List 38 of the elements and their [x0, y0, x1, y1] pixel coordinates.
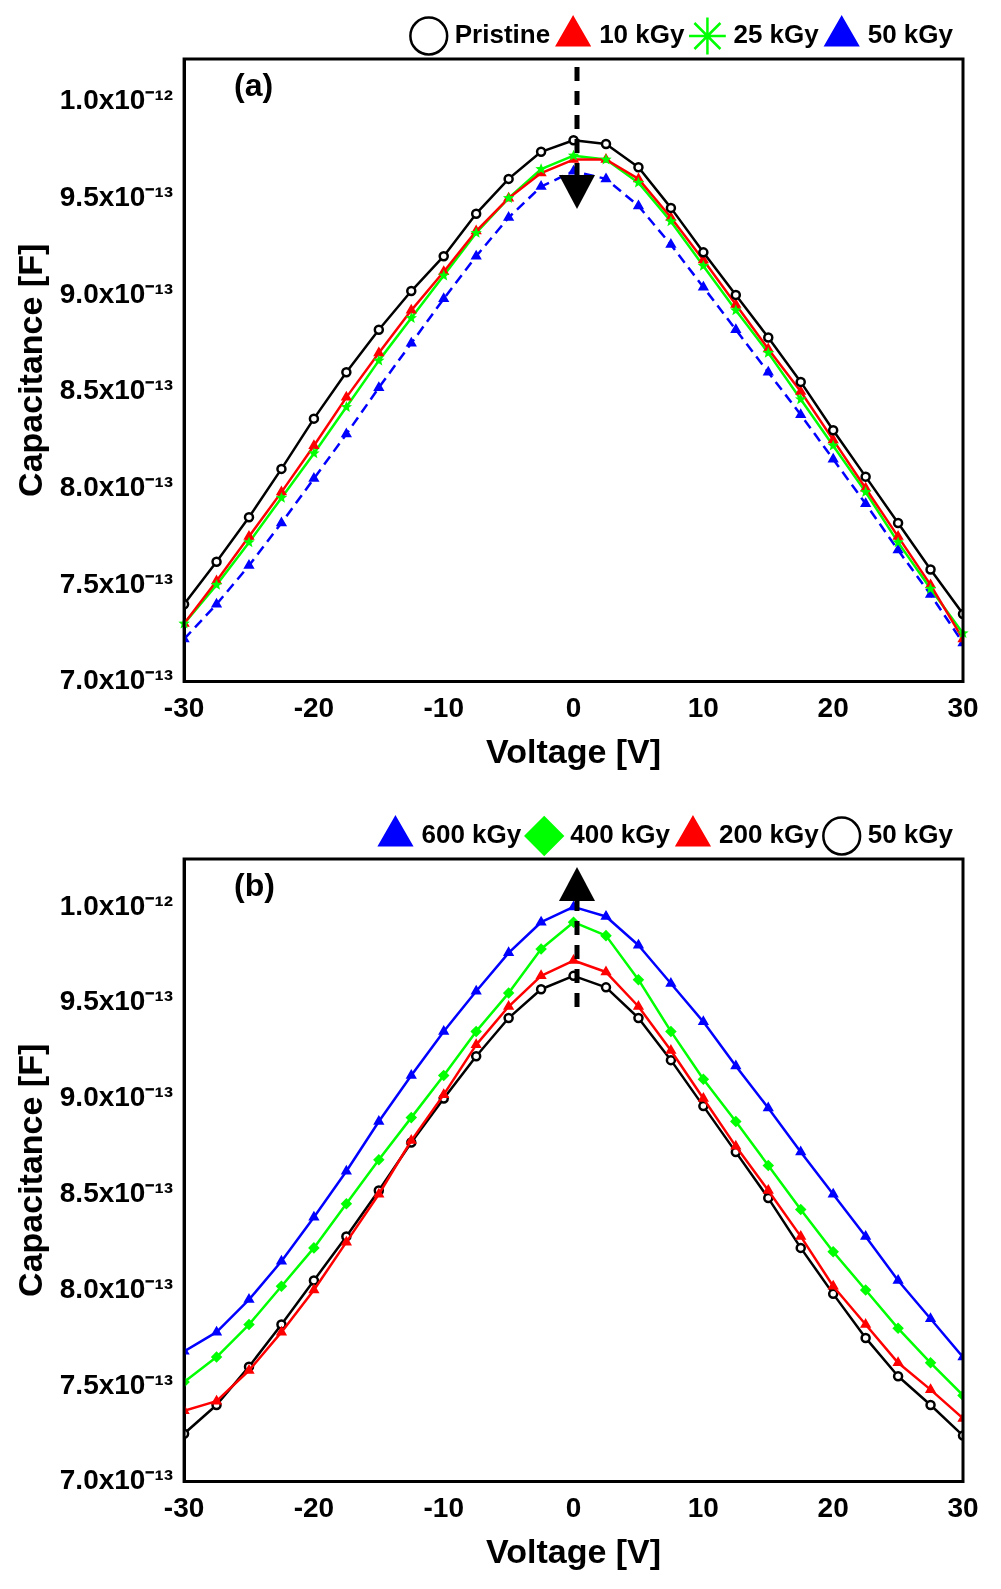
- legend-label: Pristine: [454, 19, 551, 50]
- annotation: (b): [234, 866, 275, 903]
- x-tick-label: 0: [565, 1492, 582, 1524]
- y-tick-label: 8.5x10⁻¹³: [59, 1176, 174, 1208]
- legend-label: 10 kGy: [599, 19, 685, 50]
- y-tick-label: 9.0x10⁻¹³: [59, 277, 174, 309]
- y-tick-label: 8.5x10⁻¹³: [59, 374, 174, 406]
- legend-label: 50 kGy: [867, 819, 954, 850]
- legend-label: 50 kGy: [867, 19, 954, 50]
- y-tick-label: 9.5x10⁻¹³: [59, 985, 174, 1017]
- annotation: (a): [234, 66, 274, 103]
- x-tick-label: -20: [293, 1492, 335, 1524]
- x-tick-label: 30: [947, 1492, 979, 1524]
- legend-label: 200 kGy: [718, 819, 820, 850]
- legend-label: 25 kGy: [733, 19, 820, 50]
- y-axis-title: Capacitance [F]: [10, 1043, 49, 1297]
- x-axis-title: Voltage [V]: [486, 731, 662, 770]
- legend-label: 600 kGy: [421, 819, 522, 850]
- x-tick-label: 20: [817, 1492, 849, 1524]
- x-tick-label: 30: [947, 692, 979, 724]
- legend-label: 400 kGy: [570, 819, 671, 850]
- y-tick-label: 7.5x10⁻¹³: [59, 567, 174, 599]
- x-tick-label: -10: [423, 1492, 464, 1524]
- y-tick-label: 9.5x10⁻¹³: [59, 180, 174, 212]
- x-tick-label: -20: [293, 692, 335, 724]
- y-tick-label: 7.5x10⁻¹³: [59, 1368, 174, 1400]
- x-axis-title: Voltage [V]: [486, 1531, 662, 1570]
- x-tick-label: 10: [687, 692, 719, 724]
- x-tick-label: 20: [817, 692, 849, 724]
- y-tick-label: 1.0x10⁻¹²: [59, 889, 174, 921]
- y-tick-label: 8.0x10⁻¹³: [59, 1272, 174, 1304]
- y-tick-label: 9.0x10⁻¹³: [59, 1081, 174, 1113]
- y-axis-title: Capacitance [F]: [10, 243, 49, 497]
- x-tick-label: 0: [565, 692, 582, 724]
- y-tick-label: 1.0x10⁻¹²: [59, 84, 174, 116]
- x-tick-label: 10: [687, 1492, 719, 1524]
- y-tick-label: 8.0x10⁻¹³: [59, 470, 174, 502]
- x-tick-label: -10: [423, 692, 464, 724]
